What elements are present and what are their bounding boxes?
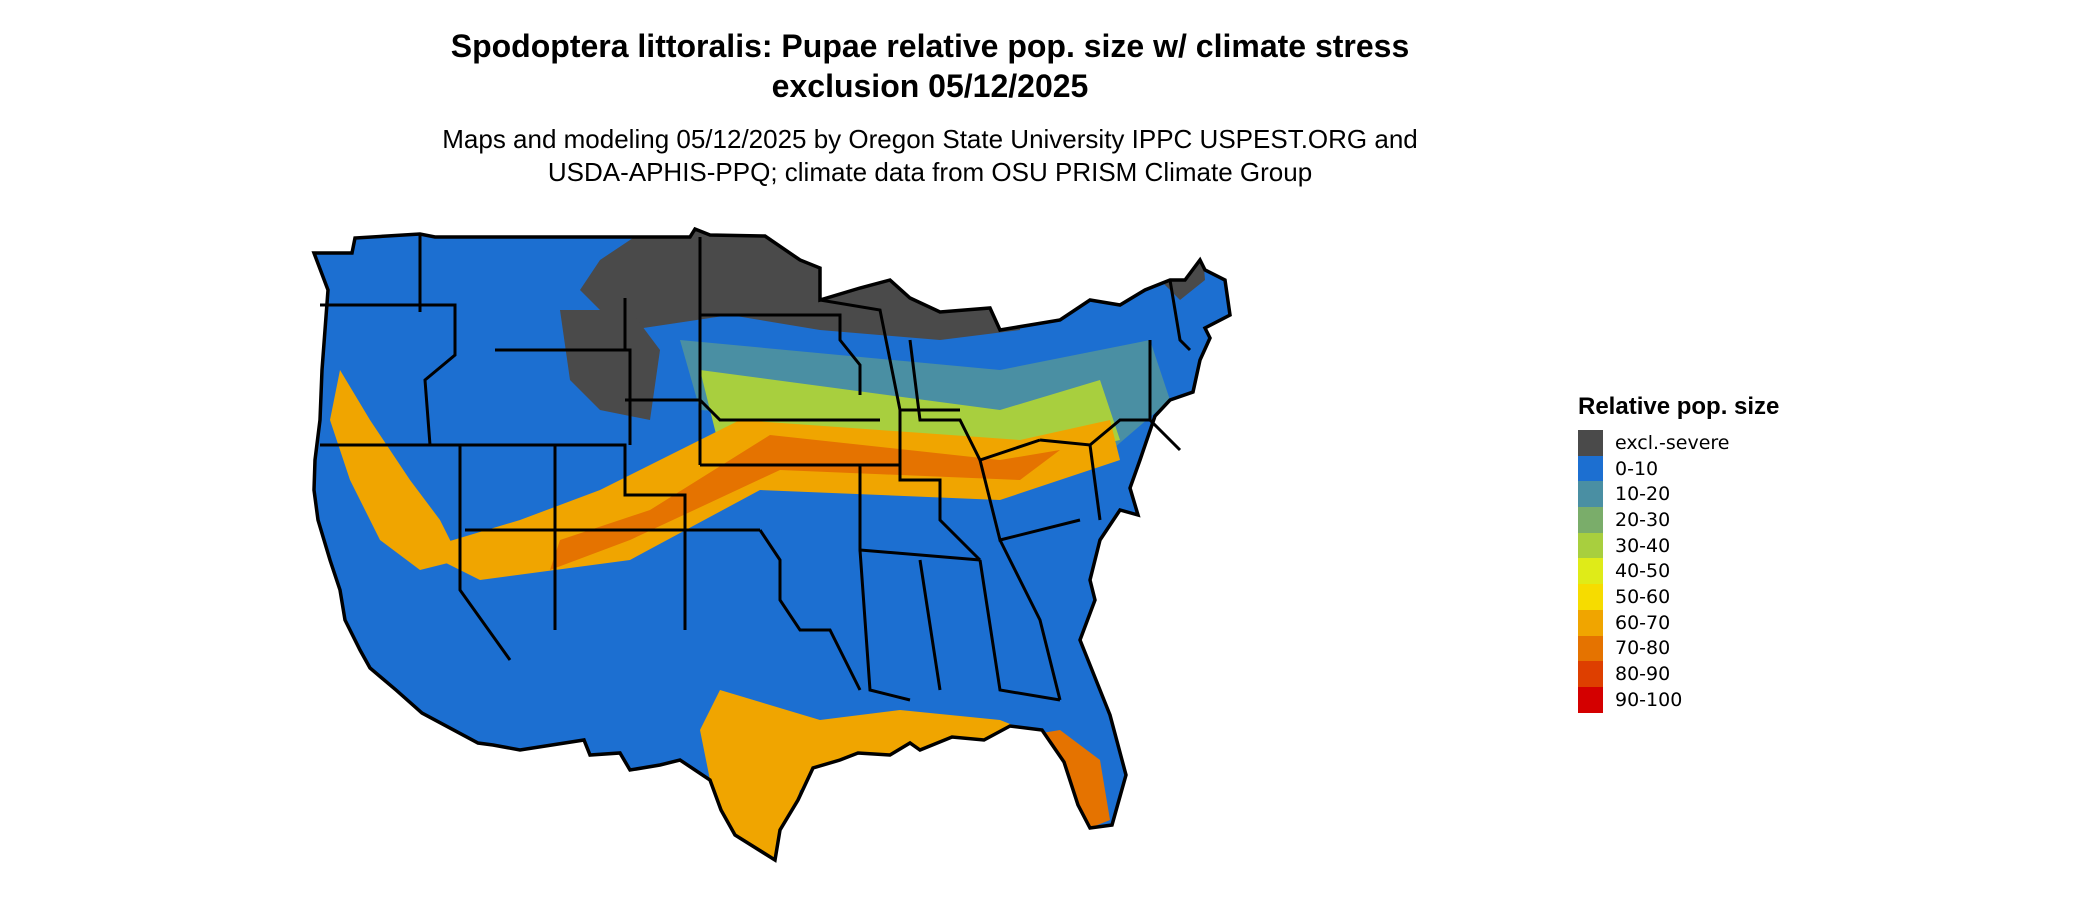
legend-item: 0-10: [1578, 455, 1779, 482]
legend-swatch: [1578, 584, 1603, 610]
map-region: [550, 435, 1060, 570]
us-population-map: [311, 226, 1232, 863]
legend-label: 30-40: [1615, 534, 1671, 557]
map-region: [1000, 730, 1110, 828]
legend-swatch: [1578, 609, 1603, 636]
legend-item: 50-60: [1578, 584, 1779, 610]
legend-label: 10-20: [1615, 483, 1671, 506]
legend-title: Relative pop. size: [1578, 393, 1780, 420]
legend-item: 40-50: [1578, 558, 1779, 585]
legend-item: 20-30: [1578, 507, 1779, 533]
legend-item: 10-20: [1578, 481, 1779, 508]
legend-items: excl.-severe 0-10 10-20 20-30 30-40 40-50 50-6…: [1578, 430, 1779, 713]
legend-swatch: [1578, 507, 1603, 533]
legend-swatch: [1578, 430, 1603, 456]
legend-label: 70-80: [1615, 637, 1671, 660]
legend-swatch: [1578, 686, 1603, 713]
legend-label: excl.-severe: [1615, 431, 1730, 454]
chart-title-line1: Spodoptera littoralis: Pupae relative po…: [450, 28, 1410, 64]
legend: Relative pop. size excl.-severe 0-10 10-20…: [1578, 392, 1779, 713]
chart-title-line2: exclusion 05/12/2025: [771, 68, 1089, 104]
legend-swatch: [1578, 532, 1603, 559]
chart-subtitle-line2: USDA-APHIS-PPQ; climate data from OSU PR…: [547, 157, 1313, 187]
legend-label: 0-10: [1615, 457, 1659, 480]
legend-swatch: [1578, 455, 1603, 482]
legend-label: 90-100: [1615, 688, 1683, 711]
legend-label: 80-90: [1615, 663, 1671, 686]
map-region: [330, 370, 460, 570]
legend-item: 80-90: [1578, 661, 1779, 687]
legend-label: 60-70: [1615, 611, 1671, 634]
legend-swatch: [1578, 558, 1603, 585]
state-borders: [320, 234, 1192, 702]
legend-swatch: [1578, 481, 1603, 508]
legend-label: 20-30: [1615, 508, 1671, 531]
legend-label: 40-50: [1615, 560, 1671, 583]
legend-swatch: [1578, 661, 1603, 687]
legend-item: 90-100: [1578, 686, 1779, 713]
chart-subtitle-line1: Maps and modeling 05/12/2025 by Oregon S…: [442, 124, 1418, 154]
map-region: [560, 310, 660, 420]
legend-swatch: [1578, 635, 1603, 662]
legend-item: 70-80: [1578, 635, 1779, 662]
legend-item: excl.-severe: [1578, 430, 1779, 456]
legend-label: 50-60: [1615, 585, 1671, 608]
us-border: [311, 226, 1232, 863]
legend-item: 30-40: [1578, 532, 1779, 559]
legend-item: 60-70: [1578, 609, 1779, 636]
map-data-layer: [314, 229, 1230, 860]
